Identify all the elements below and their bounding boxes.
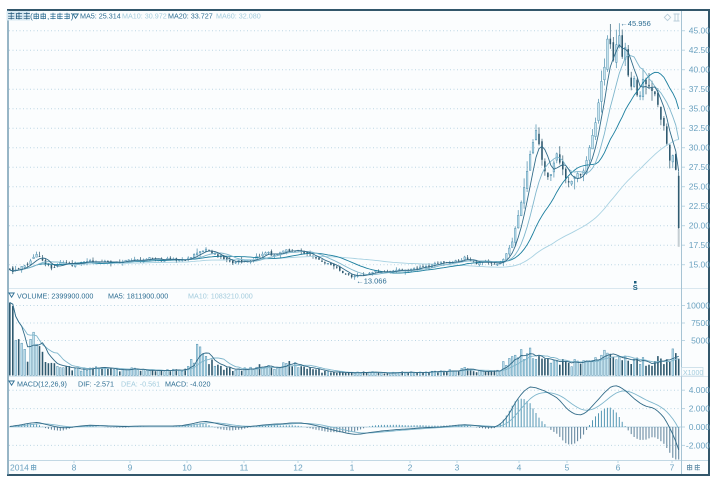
svg-text:4: 4	[517, 463, 522, 473]
svg-text:42.50: 42.50	[689, 45, 711, 55]
svg-text:2.000: 2.000	[689, 404, 711, 414]
svg-text:MA10: 1083210.000: MA10: 1083210.000	[188, 291, 253, 300]
svg-text:27.50: 27.50	[689, 162, 711, 172]
svg-text:7500: 7500	[691, 318, 710, 328]
svg-text:10000: 10000	[686, 301, 710, 311]
svg-text:MACD(12,26,9): MACD(12,26,9)	[17, 379, 67, 388]
svg-text:S: S	[633, 283, 638, 292]
svg-text:9: 9	[128, 463, 133, 473]
svg-text:30.00: 30.00	[689, 143, 711, 153]
svg-text:X1000: X1000	[683, 370, 703, 377]
svg-text:5: 5	[565, 463, 570, 473]
svg-text:7: 7	[670, 463, 675, 473]
svg-text:15.00: 15.00	[689, 260, 711, 270]
svg-text:,: ,	[47, 11, 49, 21]
svg-text:37.50: 37.50	[689, 84, 711, 94]
svg-text:40.00: 40.00	[689, 65, 711, 75]
svg-text:): )	[71, 11, 74, 21]
svg-text:(: (	[30, 11, 33, 21]
svg-text:3: 3	[455, 463, 460, 473]
svg-text:10: 10	[182, 463, 192, 473]
svg-text:←45.956: ←45.956	[620, 19, 650, 28]
svg-text:VOLUME: 2399900.000: VOLUME: 2399900.000	[17, 291, 93, 300]
svg-text:1: 1	[350, 463, 355, 473]
svg-text:12: 12	[293, 463, 303, 473]
svg-text:MA60: 32.080: MA60: 32.080	[216, 12, 261, 21]
svg-text:25.00: 25.00	[689, 182, 711, 192]
svg-text:MA20: 33.727: MA20: 33.727	[168, 12, 213, 21]
svg-text:MA5: 1811900.000: MA5: 1811900.000	[108, 291, 168, 300]
svg-text:8: 8	[72, 463, 77, 473]
svg-text:MA5: 25.314: MA5: 25.314	[80, 12, 121, 21]
svg-text:MACD: -4.020: MACD: -4.020	[165, 379, 211, 388]
svg-text:22.50: 22.50	[689, 201, 711, 211]
svg-text:17.50: 17.50	[689, 240, 711, 250]
svg-text:←13.066: ←13.066	[356, 277, 386, 286]
svg-text:32.50: 32.50	[689, 123, 711, 133]
svg-text:11: 11	[240, 463, 249, 473]
svg-text:DEA: -0.561: DEA: -0.561	[121, 379, 160, 388]
svg-text:DIF: -2.571: DIF: -2.571	[78, 379, 114, 388]
svg-text:45.00: 45.00	[689, 26, 711, 36]
svg-text:35.00: 35.00	[689, 104, 711, 114]
svg-text:-2.000: -2.000	[686, 440, 710, 450]
svg-text:0.000: 0.000	[689, 422, 711, 432]
svg-text:4.000: 4.000	[689, 385, 711, 395]
svg-text:6: 6	[616, 463, 621, 473]
svg-text:5000: 5000	[691, 336, 710, 346]
svg-text:2: 2	[408, 463, 413, 473]
svg-text:20.00: 20.00	[689, 221, 711, 231]
svg-text:2014: 2014	[10, 463, 29, 473]
svg-text:MA10: 30.972: MA10: 30.972	[122, 12, 167, 21]
